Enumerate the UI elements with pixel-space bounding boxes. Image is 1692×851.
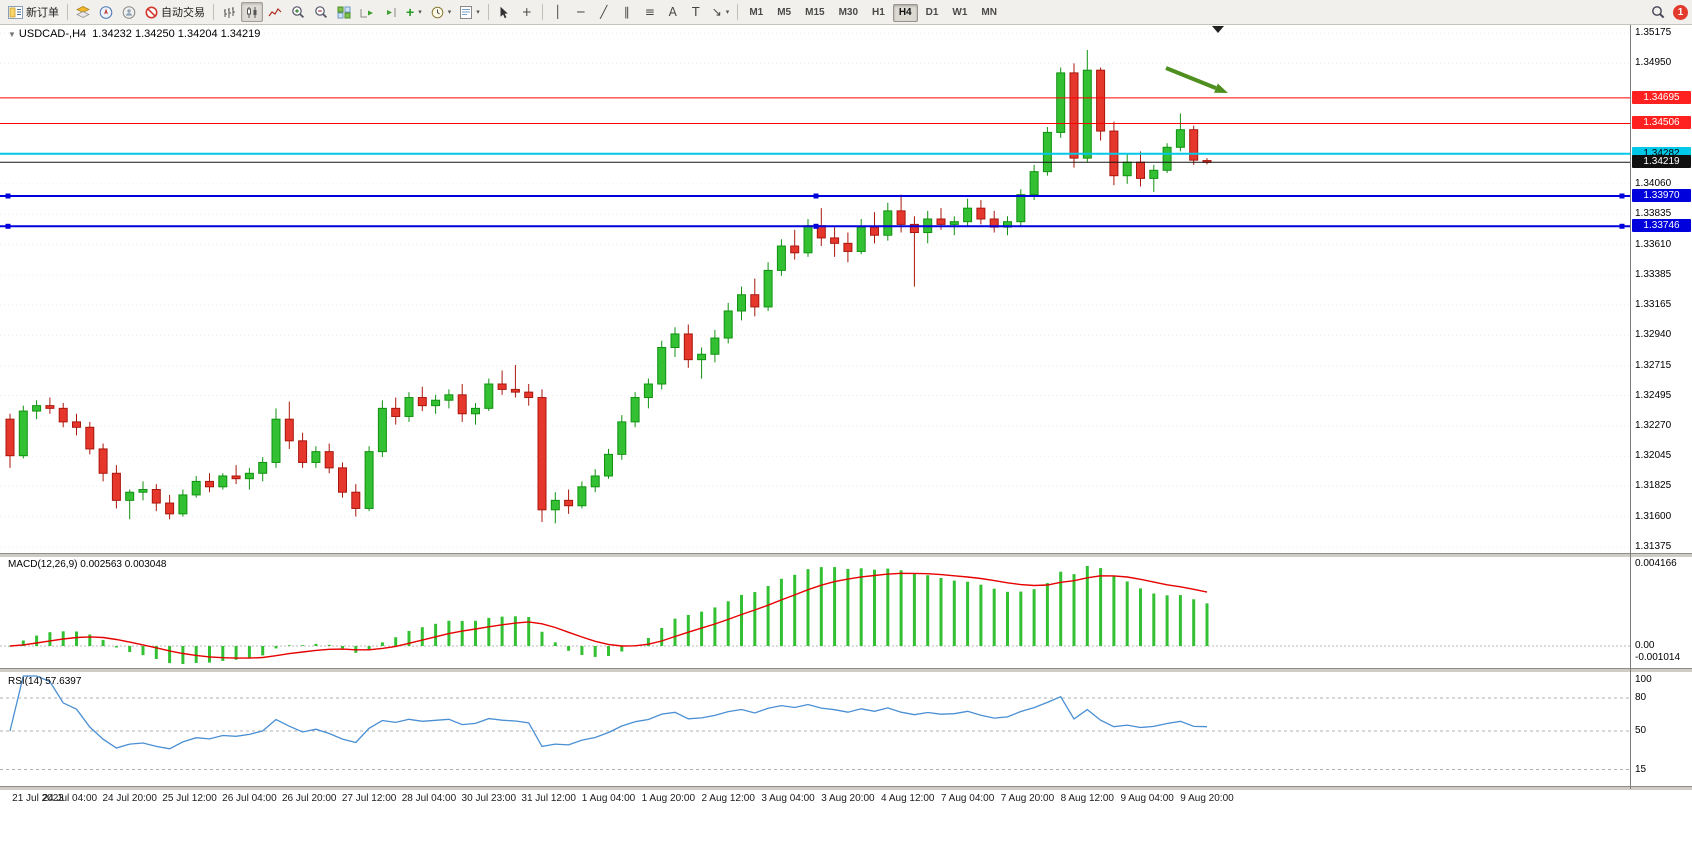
chart-ohlc-values: 1.34232 1.34250 1.34204 1.34219 [92,28,261,40]
macd-rsi-separator[interactable] [0,668,1692,672]
arrow-tool-icon: ↘ [711,5,722,19]
horizontal-line-icon: ─ [577,5,585,19]
line-chart-button[interactable] [264,2,286,22]
toolbar-right-cluster: 1 [1647,0,1688,24]
zoom-in-button[interactable] [287,2,309,22]
profile-icon [122,5,136,19]
autotrading-button[interactable]: 自动交易 [141,2,209,22]
main-macd-separator[interactable] [0,553,1692,557]
label-tool-icon: T [692,5,700,19]
vertical-line-button[interactable]: │ [547,2,569,22]
main-toolbar: 新订单 自动交易 + ▾ ▾ ▾ + │ ─ ╱ ∥ ≡ A T ↘ ▾ [0,0,1692,25]
search-icon [1652,6,1665,19]
zoom-in-icon [292,6,305,19]
autotrading-icon [145,6,158,18]
channel-button[interactable]: ∥ [616,2,638,22]
toolbar-separator [541,4,543,20]
horizontal-line-object-1.3397[interactable] [0,193,1630,199]
trendline-button[interactable]: ╱ [593,2,615,22]
cursor-button[interactable] [493,2,515,22]
candlestick-chart-button[interactable] [241,2,263,22]
chevron-down-icon: ▾ [476,9,480,16]
horizontal-line-object-1.33746[interactable] [0,223,1630,229]
chart-shift-button[interactable] [379,2,401,22]
navigator-button[interactable] [95,2,117,22]
crosshair-button[interactable]: + [516,2,538,22]
chart-symbol-period: USDCAD-,H4 [18,28,87,40]
toolbar-separator [67,4,68,20]
timeframe-m5-button[interactable]: M5 [771,4,797,22]
macd-indicator-label: MACD(12,26,9) 0.002563 0.003048 [8,559,167,570]
channel-icon: ∥ [623,5,630,19]
timeframe-m15-button[interactable]: M15 [799,4,830,22]
horizontal-line-button[interactable]: ─ [570,2,592,22]
toolbar-separator [213,4,214,20]
market-watch-icon [76,5,90,18]
rsi-timeaxis-separator [0,786,1692,790]
tile-windows-icon [337,6,351,18]
timeframe-h1-button[interactable]: H1 [866,4,891,22]
label-tool-button[interactable]: T [685,2,707,22]
market-watch-button[interactable] [72,2,94,22]
timeframe-mn-button[interactable]: MN [975,4,1003,22]
zoom-out-button[interactable] [310,2,332,22]
tile-windows-button[interactable] [333,2,355,22]
profile-button[interactable] [118,2,140,22]
crosshair-icon: + [521,5,532,19]
template-icon [460,5,473,19]
price-axis-separator [1630,24,1631,789]
zoom-out-icon [315,6,328,19]
fibonacci-button[interactable]: ≡ [639,2,661,22]
indicators-icon: + [406,4,415,20]
timeframe-w1-button[interactable]: W1 [946,4,973,22]
text-tool-button[interactable]: A [662,2,684,22]
timeframe-d1-button[interactable]: D1 [920,4,945,22]
cursor-icon [500,6,508,18]
candlestick-chart-icon [247,6,257,18]
fibonacci-icon: ≡ [644,5,655,19]
chevron-down-icon: ▾ [418,9,422,16]
text-tool-icon: A [668,5,677,19]
clock-icon [431,6,444,18]
chart-menu-triangle-icon[interactable]: ▼ [8,30,16,39]
auto-scroll-button[interactable] [356,2,378,22]
toolbar-separator [737,4,739,20]
chart-shift-icon [387,7,396,17]
top-marker-icon [1212,26,1224,33]
timeframe-h4-button[interactable]: H4 [892,3,918,22]
toolbar-separator [487,4,489,20]
templates-button[interactable]: ▾ [456,2,484,22]
new-order-icon [8,5,23,19]
rsi-indicator-label: RSI(14) 57.6397 [8,676,82,687]
timeframe-group: M1 M5 M15 M30 H1 H4 D1 W1 MN [742,2,1004,22]
autotrading-label: 自动交易 [161,7,205,19]
search-button[interactable] [1647,2,1669,22]
chevron-down-icon: ▾ [725,9,730,16]
periods-button[interactable]: ▾ [427,2,456,22]
trendline-icon: ╱ [600,5,608,19]
auto-scroll-icon [360,8,373,17]
timeframe-m1-button[interactable]: M1 [743,4,769,22]
indicators-button[interactable]: + ▾ [402,2,426,22]
chevron-down-icon: ▾ [447,9,452,16]
chart-title: ▼ USDCAD-,H4 1.34232 1.34250 1.34204 1.342… [8,28,260,40]
new-order-button[interactable]: 新订单 [4,2,63,22]
new-order-label: 新订单 [26,7,59,19]
arrows-tool-button[interactable]: ↘ ▾ [708,2,734,22]
navigator-icon [99,5,113,19]
line-chart-icon [268,7,282,16]
bar-chart-icon [224,6,235,18]
arrow-annotation[interactable] [1165,66,1228,93]
notification-badge[interactable]: 1 [1673,4,1688,20]
timeframe-m30-button[interactable]: M30 [833,4,864,22]
vertical-line-icon: │ [554,5,562,19]
bar-chart-button[interactable] [218,2,240,22]
